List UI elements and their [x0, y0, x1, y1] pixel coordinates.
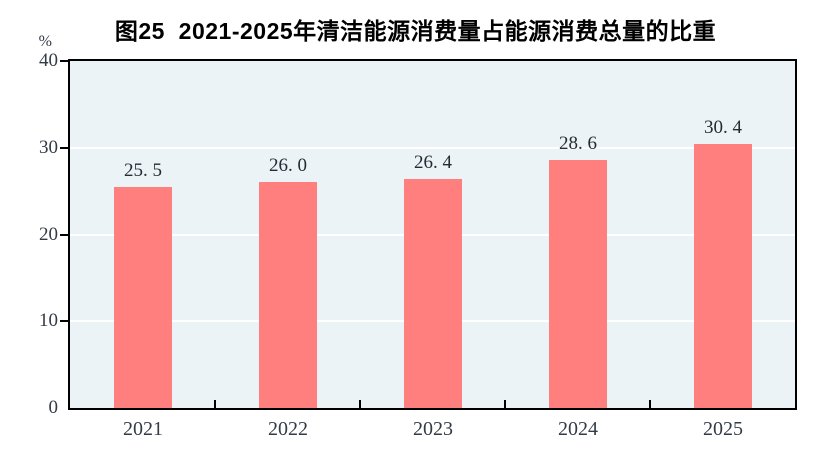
y-tick-mark — [60, 60, 68, 62]
bar-2021 — [114, 187, 172, 408]
x-axis-label-2022: 2022 — [268, 418, 308, 440]
plot-area — [68, 59, 797, 410]
x-tick-mark — [359, 400, 361, 408]
y-tick-label-10: 10 — [39, 310, 58, 331]
bar-2024 — [549, 160, 607, 408]
x-axis-label-2023: 2023 — [413, 418, 453, 440]
bar-2023 — [404, 179, 462, 408]
x-axis-label-2025: 2025 — [703, 418, 743, 440]
y-tick-label-40: 40 — [39, 50, 58, 71]
x-axis-label-2024: 2024 — [558, 418, 598, 440]
y-axis-unit-label: % — [38, 33, 52, 50]
gridline-30 — [70, 147, 795, 149]
x-tick-mark — [504, 400, 506, 408]
bar-value-label-2024: 28. 6 — [559, 133, 597, 154]
bar-value-label-2021: 25. 5 — [124, 160, 162, 181]
bar-value-label-2023: 26. 4 — [414, 152, 452, 173]
x-tick-mark — [214, 400, 216, 408]
bar-value-label-2025: 30. 4 — [704, 117, 742, 138]
y-tick-mark — [60, 234, 68, 236]
chart-title: 图25 2021-2025年清洁能源消费量占能源消费总量的比重 — [114, 18, 717, 44]
y-tick-mark — [60, 147, 68, 149]
y-tick-label-20: 20 — [39, 224, 58, 245]
y-tick-mark — [60, 320, 68, 322]
bar-2022 — [259, 182, 317, 408]
y-tick-label-30: 30 — [39, 137, 58, 158]
bar-value-label-2022: 26. 0 — [269, 155, 307, 176]
x-axis-label-2021: 2021 — [123, 418, 163, 440]
x-tick-mark — [649, 400, 651, 408]
bar-2025 — [694, 144, 752, 408]
y-tick-label-0: 0 — [48, 397, 59, 418]
